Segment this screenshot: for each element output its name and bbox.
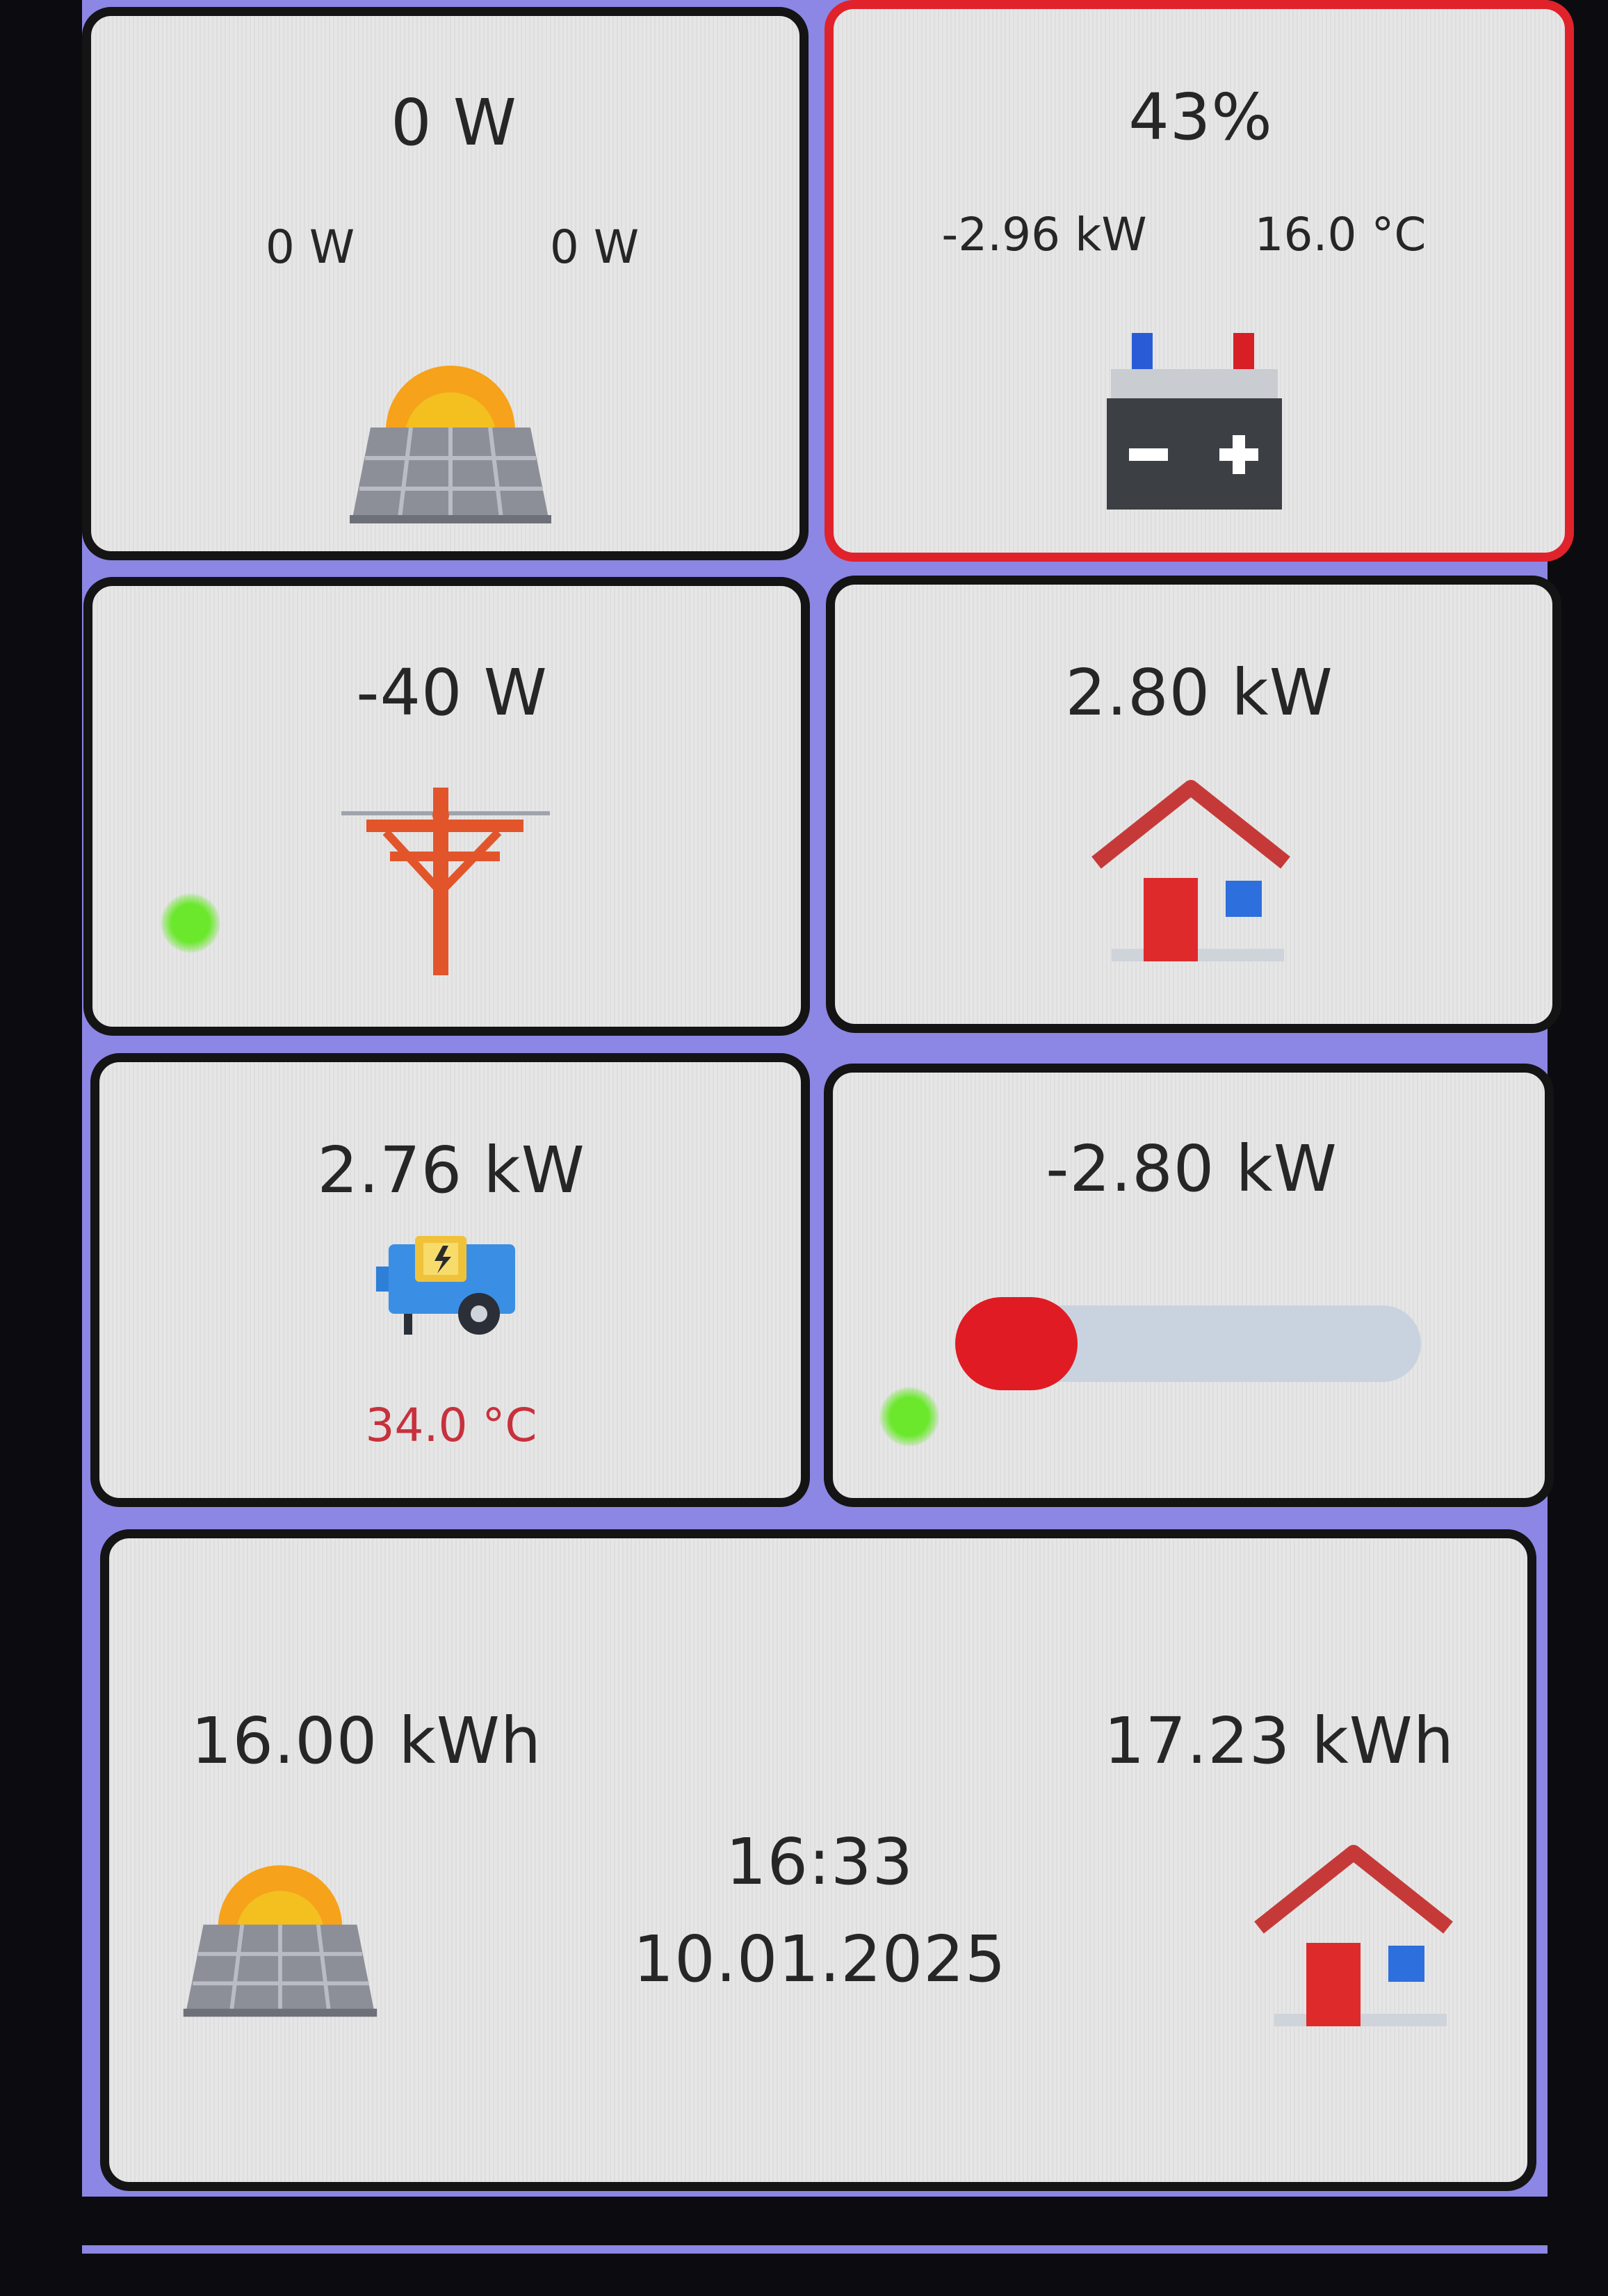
generator-icon xyxy=(376,1236,515,1335)
daily-solar-energy: 16.00 kWh xyxy=(190,1704,542,1778)
daily-house-energy: 17.23 kWh xyxy=(1103,1704,1455,1778)
flow-power: -2.80 kW xyxy=(1046,1132,1338,1206)
inverter-power: 2.76 kW xyxy=(317,1133,585,1207)
grid-status-dot xyxy=(161,893,220,953)
solar-string1-power: 0 W xyxy=(265,220,355,274)
grid-card[interactable]: -40 W xyxy=(83,577,810,1036)
clock-time: 16:33 xyxy=(725,1825,914,1899)
summary-card[interactable]: 16.00 kWh 17.23 kWh 16:33 10.01.2025 xyxy=(100,1529,1536,2191)
clock-date: 10.01.2025 xyxy=(633,1922,1007,1996)
flow-slider[interactable] xyxy=(955,1297,1421,1390)
flow-status-dot xyxy=(879,1387,939,1447)
house-card[interactable]: 2.80 kW xyxy=(826,576,1561,1033)
house-icon xyxy=(1254,1845,1453,2026)
solar-card[interactable]: 0 W 0 W 0 W xyxy=(82,7,809,560)
battery-soc: 43% xyxy=(1128,80,1273,154)
battery-icon xyxy=(1107,333,1282,510)
solar-total-power: 0 W xyxy=(391,86,517,160)
inverter-card[interactable]: 2.76 kW 34.0 °C xyxy=(90,1053,810,1507)
house-icon xyxy=(1091,780,1290,961)
house-power: 2.80 kW xyxy=(1065,656,1333,730)
solar-string2-power: 0 W xyxy=(549,220,640,274)
grid-power: -40 W xyxy=(356,656,548,730)
solar-panel-sun-icon xyxy=(350,366,551,523)
battery-temperature: 16.0 °C xyxy=(1254,208,1427,261)
battery-power: -2.96 kW xyxy=(941,208,1147,261)
battery-card[interactable]: 43% -2.96 kW 16.0 °C xyxy=(825,0,1574,562)
solar-panel-sun-icon xyxy=(183,1865,377,2017)
flow-slider-knob[interactable] xyxy=(955,1297,1078,1390)
inverter-temperature: 34.0 °C xyxy=(365,1399,537,1452)
bottom-divider xyxy=(82,2245,1548,2254)
power-pole-icon xyxy=(341,788,550,975)
flow-card[interactable]: -2.80 kW xyxy=(824,1064,1554,1507)
